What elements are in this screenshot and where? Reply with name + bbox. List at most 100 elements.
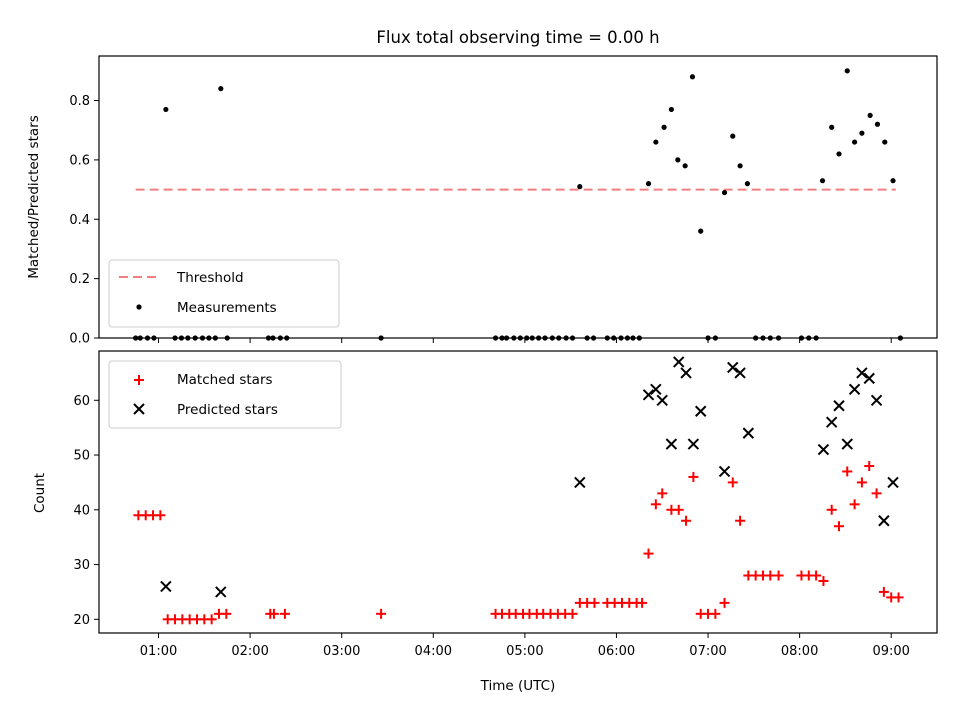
measurement-point xyxy=(859,130,865,136)
matched-star-point xyxy=(206,614,217,625)
bottom-y-tick-label: 30 xyxy=(73,558,90,573)
matched-star-point xyxy=(681,515,692,526)
legend-threshold-label: Threshold xyxy=(176,270,244,286)
chart-title: Flux total observing time = 0.00 h xyxy=(376,28,659,47)
measurement-point xyxy=(661,124,667,130)
matched-star-point xyxy=(688,471,699,482)
matched-star-point xyxy=(719,597,730,608)
matched-star-point xyxy=(842,466,853,477)
predicted-star-point xyxy=(687,438,700,450)
bottom-legend: Matched stars Predicted stars xyxy=(108,360,342,429)
bottom-axes-frame xyxy=(98,350,938,634)
predicted-star-point xyxy=(817,443,830,456)
bottom-x-tick-label: 06:00 xyxy=(598,644,635,659)
bottom-y-tick-label: 20 xyxy=(73,613,90,628)
legend-measurements-label: Measurements xyxy=(177,300,277,316)
bottom-y-tick-label: 40 xyxy=(73,503,90,518)
predicted-star-point xyxy=(574,476,586,489)
matched-star-point xyxy=(279,608,290,619)
predicted-star-point xyxy=(870,394,883,406)
measurement-point xyxy=(844,68,850,74)
bottom-x-axis: 01:00 02:00 03:00 04:00 05:00 06:00 07:00 08:00… xyxy=(140,633,910,659)
bottom-x-tick-label: 03:00 xyxy=(323,644,360,659)
measurement-point xyxy=(721,189,728,196)
matched-star-point xyxy=(376,608,387,619)
predicted-star-point xyxy=(887,476,899,489)
matched-star-point xyxy=(643,548,654,559)
predicted-star-point xyxy=(215,586,227,598)
predicted-star-point xyxy=(650,383,662,396)
matched-star-point xyxy=(826,504,837,515)
x-axis-label: Time (UTC) xyxy=(480,678,556,694)
predicted-star-point xyxy=(742,427,755,439)
bottom-panel: 20 30 40 50 60 01:00 02:00 03:00 04:00 05:00 06:0… xyxy=(32,350,938,694)
predicted-star-point xyxy=(718,465,731,478)
measurement-point xyxy=(851,139,858,145)
predicted-star-point xyxy=(727,361,739,374)
measurement-point xyxy=(218,86,224,92)
legend-matched-swatch xyxy=(134,375,144,385)
legend-predicted-swatch xyxy=(133,403,145,415)
predicted-star-point xyxy=(734,367,746,379)
matched-star-point xyxy=(657,488,668,499)
bottom-y-axis: 20 30 40 50 60 xyxy=(73,394,99,628)
measurement-point xyxy=(668,106,675,113)
measurement-point xyxy=(874,121,881,127)
matched-star-point xyxy=(567,608,578,619)
legend-predicted-label: Predicted stars xyxy=(177,402,278,418)
matched-star-point xyxy=(221,608,232,619)
top-axes-frame xyxy=(98,55,938,339)
bottom-x-tick-label: 09:00 xyxy=(872,644,909,659)
bottom-x-tick-label: 07:00 xyxy=(689,644,726,659)
matched-star-point xyxy=(818,575,829,586)
measurement-point xyxy=(867,112,873,118)
matched-star-point xyxy=(710,608,721,619)
measurement-point xyxy=(689,74,696,80)
predicted-star-point xyxy=(833,400,845,412)
matched-star-point xyxy=(864,460,875,471)
bottom-plot-area xyxy=(133,356,904,625)
bottom-y-tick-label: 60 xyxy=(73,394,90,409)
measurement-point xyxy=(675,157,681,163)
legend-matched-label: Matched stars xyxy=(177,372,273,388)
measurement-point xyxy=(737,163,743,169)
bottom-y-tick-label: 50 xyxy=(73,449,90,464)
predicted-star-point xyxy=(680,367,692,379)
predicted-star-point xyxy=(695,405,707,417)
predicted-star-point xyxy=(878,515,890,527)
bottom-legend-box xyxy=(108,360,342,429)
bottom-x-tick-label: 04:00 xyxy=(415,644,452,659)
bottom-x-tick-label: 02:00 xyxy=(231,644,268,659)
measurement-point xyxy=(577,184,583,190)
matched-star-point xyxy=(834,521,845,532)
matched-star-point xyxy=(856,477,867,488)
predicted-star-point xyxy=(673,356,685,368)
predicted-star-point xyxy=(848,383,861,396)
matched-star-point xyxy=(735,515,746,526)
predicted-star-point xyxy=(642,389,655,401)
bottom-y-axis-label: Count xyxy=(32,473,48,513)
matched-star-point xyxy=(773,570,784,581)
top-y-tick-label: 0.4 xyxy=(69,213,90,228)
measurement-point xyxy=(829,124,835,130)
bottom-x-tick-label: 08:00 xyxy=(781,644,818,659)
measurement-point xyxy=(698,228,704,234)
predicted-star-point xyxy=(656,394,668,406)
measurement-point xyxy=(682,163,688,169)
top-y-tick-label: 0.0 xyxy=(69,332,90,347)
predicted-star-point xyxy=(841,438,853,450)
top-panel: 0.00.20.40.60.8 Matched/Predicted stars … xyxy=(26,55,938,347)
predicted-star-point xyxy=(825,416,838,428)
top-legend-box xyxy=(108,259,340,328)
measurement-point xyxy=(890,178,896,184)
predicted-star-point xyxy=(863,372,875,385)
measurement-point xyxy=(819,178,826,184)
matched-star-point xyxy=(727,477,738,488)
measurement-point xyxy=(653,139,659,145)
top-y-tick-label: 0.6 xyxy=(69,153,90,168)
legend-measurements-swatch xyxy=(136,304,142,310)
predicted-star-point xyxy=(160,580,172,593)
top-y-axis: 0.0 0.2 0.4 0.6 0.8 xyxy=(69,94,99,347)
